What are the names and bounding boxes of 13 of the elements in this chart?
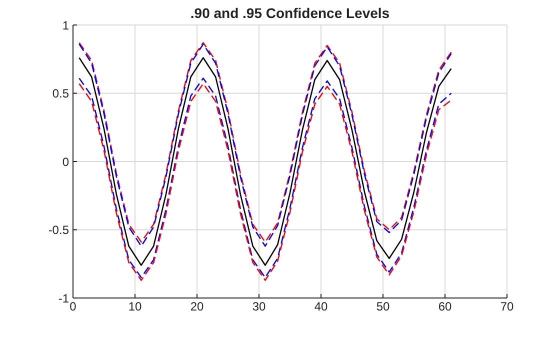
x-tick-label: 60 <box>438 300 452 314</box>
x-tick-label: 10 <box>128 300 142 314</box>
x-tick-label: 50 <box>376 300 390 314</box>
y-tick-label: -1 <box>58 291 70 306</box>
x-tick-label: 40 <box>314 300 328 314</box>
y-tick-label: 1 <box>62 18 70 32</box>
y-tick-label: 0 <box>62 154 70 169</box>
y-tick-label: -0.5 <box>48 223 70 238</box>
x-tick-label: 20 <box>190 300 204 314</box>
x-tick-label: 30 <box>252 300 266 314</box>
chart-title: .90 and .95 Confidence Levels <box>189 5 391 21</box>
y-tick-label: 0.5 <box>52 86 70 101</box>
x-tick-label: 70 <box>500 300 514 314</box>
